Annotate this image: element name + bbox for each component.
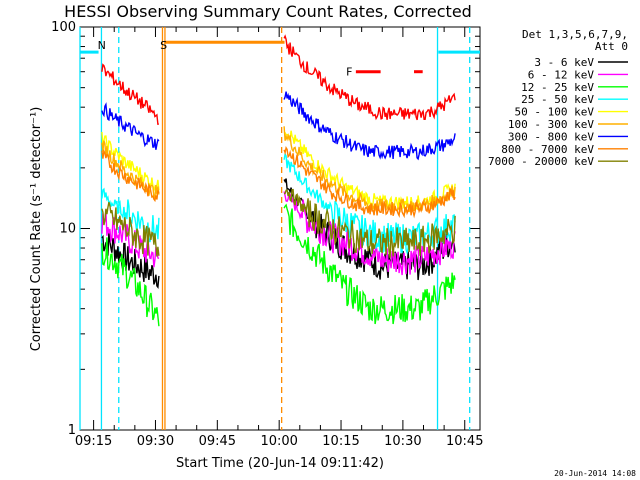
x-tick-label: 10:30: [384, 434, 421, 449]
x-axis-label: Start Time (20-Jun-14 09:11:42): [176, 456, 384, 471]
y-tick-label: 1: [68, 423, 76, 438]
series-line: [283, 188, 456, 258]
series-line: [101, 210, 160, 268]
legend-label: 7000 - 20000 keV: [488, 155, 594, 168]
series-800-7000-kev: [101, 145, 456, 219]
legend-header-line-1: Det 1,3,5,6,7,9,: [522, 28, 628, 41]
legend-label: 50 - 100 keV: [515, 106, 595, 119]
y-tick-label: 100: [51, 20, 76, 35]
series-line: [101, 202, 160, 257]
series-line: [283, 203, 456, 325]
x-tick-label: 10:00: [260, 434, 297, 449]
plot-area: 09:15 09:30 09:45 10:00 10:15 10:30 10:45 1 10 10…: [51, 20, 628, 449]
x-tick-label: 10:45: [446, 434, 483, 449]
series-3-6-kev: [101, 178, 456, 289]
series-line: [283, 34, 456, 121]
footer-timestamp: 20-Jun-2014 14:08: [554, 469, 636, 478]
x-tick-label: 10:15: [322, 434, 359, 449]
series-line: [283, 91, 456, 161]
series-300-800-kev: [101, 91, 456, 161]
flag-label: F: [346, 66, 352, 79]
series-line: [101, 149, 160, 203]
x-tick-label: 09:30: [137, 434, 174, 449]
y-tick-label: 10: [59, 222, 76, 237]
legend-label: 100 - 300 keV: [508, 118, 594, 131]
legend-label: 25 - 50 keV: [521, 93, 594, 106]
series-total: [101, 34, 456, 126]
x-tick-label: 09:15: [75, 434, 112, 449]
series-line: [283, 151, 456, 256]
legend-label: 6 - 12 keV: [528, 68, 595, 81]
legend-header-line-2: Att 0: [595, 40, 628, 53]
series-line: [283, 145, 456, 219]
legend-label: 300 - 800 keV: [508, 130, 594, 143]
series-line: [101, 63, 160, 126]
flag-label: N: [98, 39, 106, 52]
series-12-25-kev: [101, 203, 456, 327]
legend-label: 12 - 25 keV: [521, 81, 594, 94]
series-line: [101, 237, 160, 327]
chart-title: HESSI Observing Summary Count Rates, Cor…: [64, 2, 472, 21]
y-axis-label: Corrected Count Rate (s⁻¹ detector⁻¹): [29, 107, 44, 352]
series-line: [101, 102, 160, 150]
legend-label: 800 - 7000 keV: [501, 143, 594, 156]
series-line: [283, 178, 456, 281]
x-tick-label: 09:45: [199, 434, 236, 449]
series-7000-20000-kev: [101, 188, 456, 258]
series-line: [101, 231, 160, 289]
flag-label: S: [160, 39, 167, 52]
legend-label: 3 - 6 keV: [534, 56, 594, 69]
series-line: [283, 130, 456, 212]
